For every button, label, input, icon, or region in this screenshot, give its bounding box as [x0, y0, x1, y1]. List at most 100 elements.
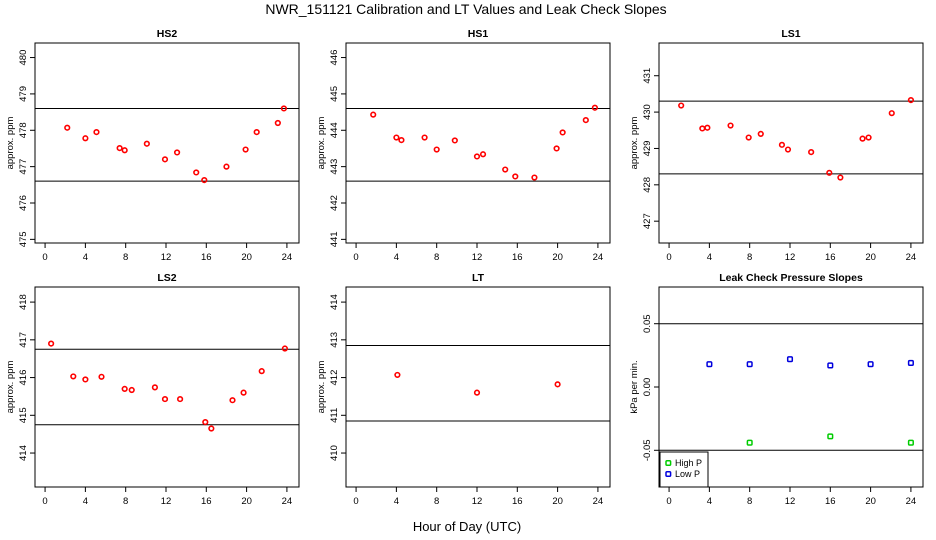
x-tick-label-lt-24: 24	[593, 496, 604, 507]
data-point-ls1-11	[859, 135, 866, 142]
x-tick-label-leak-check-pressure-slopes-4: 4	[707, 496, 712, 507]
data-point-ls2-2	[82, 376, 89, 383]
data-point-ls1-3	[727, 122, 734, 129]
x-tick-label-ls2-20: 20	[241, 496, 252, 507]
y-tick-label-leak-check-pressure-slopes-1: 0.00	[642, 378, 653, 397]
data-point-low-p-5	[907, 359, 914, 366]
x-tick-label-hs2-8: 8	[123, 252, 128, 263]
y-tick-label-lt-0: 410	[329, 445, 340, 461]
y-tick-label-hs2-1: 476	[18, 195, 29, 211]
data-point-ls2-6	[151, 384, 159, 391]
data-point-low-p-2	[786, 356, 794, 363]
y-axis-label-lt: approx. ppm	[316, 361, 327, 414]
data-point-hs2-14	[280, 105, 287, 112]
plot-frame-hs1	[345, 42, 611, 244]
x-tick-label-hs1-8: 8	[434, 252, 439, 263]
data-point-ls1-4	[745, 134, 752, 141]
data-point-hs2-4	[121, 147, 128, 154]
y-tick-label-hs1-4: 445	[329, 86, 340, 102]
data-point-lt-1	[473, 389, 481, 396]
x-tick-label-hs2-20: 20	[241, 252, 252, 263]
x-tick-label-leak-check-pressure-slopes-16: 16	[825, 496, 836, 507]
panel-title-ls2: LS2	[157, 272, 176, 284]
data-point-lt-2	[554, 381, 561, 388]
data-point-hs2-2	[93, 128, 100, 136]
data-point-low-p-0	[706, 361, 713, 368]
data-point-hs2-3	[116, 144, 123, 152]
data-point-hs2-11	[242, 146, 249, 153]
x-tick-label-lt-20: 20	[552, 496, 563, 507]
y-tick-label-hs1-3: 444	[329, 122, 340, 138]
x-tick-label-hs1-24: 24	[593, 252, 604, 263]
data-point-hs1-2	[398, 136, 405, 144]
data-point-hs1-0	[370, 111, 377, 118]
data-point-hs2-12	[253, 128, 260, 136]
data-point-low-p-4	[867, 361, 874, 368]
data-point-hs1-9	[512, 173, 519, 180]
data-point-hs1-13	[582, 116, 589, 124]
data-point-hs1-1	[393, 134, 400, 141]
figure-title: NWR_151121 Calibration and LT Values and…	[265, 1, 666, 17]
y-tick-label-lt-2: 412	[329, 370, 340, 386]
y-tick-label-hs2-4: 479	[18, 86, 29, 102]
data-point-hs1-6	[473, 153, 481, 160]
data-point-high-p-1	[827, 433, 834, 440]
x-tick-label-leak-check-pressure-slopes-8: 8	[747, 496, 752, 507]
panel-title-hs1: HS1	[468, 28, 489, 40]
x-tick-label-ls1-12: 12	[785, 252, 796, 263]
data-point-high-p-2	[907, 439, 914, 446]
y-tick-label-ls1-4: 431	[642, 68, 653, 84]
x-tick-label-ls1-8: 8	[747, 252, 752, 263]
y-axis-label-ls1: approx. ppm	[629, 117, 640, 170]
data-point-ls2-13	[258, 368, 265, 375]
data-point-ls1-12	[865, 134, 872, 141]
x-tick-label-leak-check-pressure-slopes-24: 24	[906, 496, 917, 507]
x-tick-label-hs1-12: 12	[472, 252, 483, 263]
data-point-hs2-13	[274, 119, 281, 127]
y-tick-label-hs1-0: 441	[329, 231, 340, 247]
data-point-ls2-9	[202, 418, 209, 426]
y-tick-label-hs2-0: 475	[18, 231, 29, 247]
y-tick-label-leak-check-pressure-slopes-0: -0.05	[642, 439, 653, 461]
data-point-hs2-7	[173, 149, 181, 156]
data-point-ls1-7	[784, 146, 792, 153]
data-point-ls1-6	[778, 141, 786, 148]
data-point-hs2-5	[143, 140, 150, 147]
panel-title-lt: LT	[472, 272, 485, 284]
panel-hs2: HS2 0 4 8 12 16 20 24 475 476 477 478 479 480 approx. …	[5, 28, 300, 263]
x-tick-label-ls2-8: 8	[123, 496, 128, 507]
data-point-ls2-7	[161, 395, 169, 403]
x-tick-label-leak-check-pressure-slopes-0: 0	[666, 496, 671, 507]
x-tick-label-ls1-0: 0	[666, 252, 671, 263]
data-point-hs1-11	[553, 145, 560, 152]
x-tick-label-hs1-0: 0	[353, 252, 358, 263]
y-tick-label-ls2-2: 416	[18, 370, 29, 386]
data-point-hs1-10	[531, 174, 538, 181]
data-point-ls1-10	[837, 174, 844, 181]
data-point-ls2-11	[229, 397, 236, 404]
data-point-hs2-9	[201, 176, 208, 184]
y-axis-label-leak-check-pressure-slopes: kPa per min.	[629, 360, 640, 413]
x-tick-label-ls1-24: 24	[906, 252, 917, 263]
x-tick-label-hs1-4: 4	[394, 252, 399, 263]
y-tick-label-hs2-2: 477	[18, 159, 29, 175]
legend-label-low-p: Low P	[675, 469, 700, 479]
data-point-ls2-14	[281, 345, 288, 352]
x-tick-label-leak-check-pressure-slopes-20: 20	[865, 496, 876, 507]
y-tick-label-lt-3: 413	[329, 332, 340, 348]
y-tick-label-hs1-5: 446	[329, 50, 340, 66]
data-point-low-p-3	[827, 362, 834, 369]
x-tick-label-ls2-12: 12	[161, 496, 172, 507]
x-tick-label-ls1-20: 20	[865, 252, 876, 263]
panel-ls2: LS2 0 4 8 12 16 20 24 414 415 416 417 418 approx. ppm	[5, 272, 300, 507]
y-tick-label-ls1-0: 427	[642, 213, 653, 229]
plot-frame-lt	[345, 286, 611, 488]
data-point-ls1-14	[907, 96, 915, 104]
data-point-ls1-9	[826, 169, 833, 176]
y-tick-label-ls1-1: 428	[642, 177, 653, 193]
y-axis-label-ls2: approx. ppm	[5, 361, 16, 414]
data-point-hs1-8	[502, 166, 509, 173]
